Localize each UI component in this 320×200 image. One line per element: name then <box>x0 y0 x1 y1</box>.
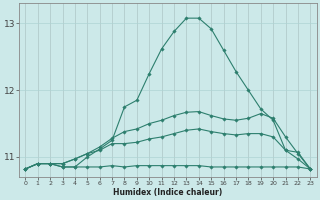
X-axis label: Humidex (Indice chaleur): Humidex (Indice chaleur) <box>113 188 222 197</box>
